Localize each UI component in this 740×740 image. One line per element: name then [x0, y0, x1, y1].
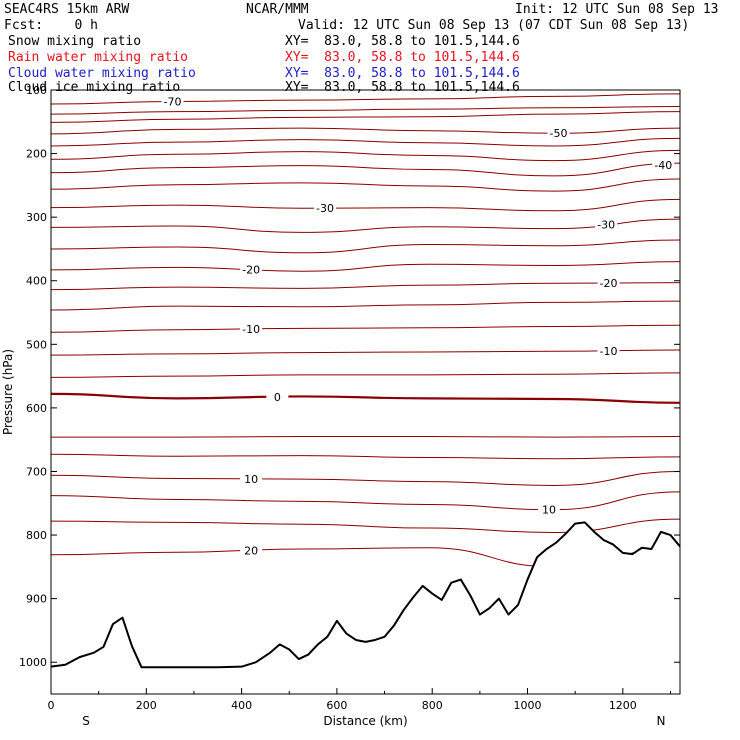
x-tick-label: 1000: [514, 699, 542, 712]
y-tick-label: 600: [26, 402, 47, 415]
center-name: NCAR/MMM: [246, 2, 309, 17]
x-tick-label: 200: [136, 699, 157, 712]
init-time: Init: 12 UTC Sun 08 Sep 13: [515, 2, 719, 17]
field-name-rain: Rain water mixing ratio: [8, 50, 189, 65]
x-tick-label: 0: [48, 699, 55, 712]
field-name-cloud-ice: Cloud ice mixing ratio: [8, 80, 181, 95]
isotherm-line: [50, 349, 681, 356]
isotherm-line: [50, 372, 681, 378]
y-tick-label: 900: [26, 593, 47, 606]
isotherm-label-bg: [597, 344, 620, 357]
isotherm-label: 10: [244, 473, 258, 486]
isotherm-layer: -70 -50 -40 -30 -30 -20 -20 -10 -10 0 10 10 20: [50, 93, 681, 568]
isotherm-label-bg: [266, 390, 289, 403]
isotherm-line: [50, 491, 681, 511]
isotherm-label: 0: [274, 391, 281, 404]
south-end-label: S: [82, 714, 90, 728]
isotherm-label: 10: [542, 503, 556, 516]
x-tick-label: 800: [422, 699, 443, 712]
terrain-line: [50, 521, 681, 669]
isotherm-line: [50, 218, 681, 233]
y-tick-label: 200: [26, 148, 47, 161]
forecast-hour: Fcst: 0 h: [4, 18, 98, 33]
plot-frame: [50, 89, 681, 695]
isotherm-line: [50, 106, 681, 115]
tick-layer: 0 200 400 600 800 1000 12002003004005006007008…: [19, 84, 680, 712]
isotherm-label-bg: [595, 218, 618, 231]
x-axis-label: Distance (km): [323, 714, 407, 728]
isotherm-label: -50: [550, 127, 568, 140]
y-axis-label: Pressure (hPa): [1, 349, 15, 435]
isotherm-line: [50, 127, 681, 135]
isotherm-label-bg: [240, 544, 263, 557]
isotherm-label-bg: [597, 277, 620, 290]
isotherm-line: [50, 261, 681, 272]
terrain-mask: [51, 522, 680, 694]
isotherm-line: [50, 93, 681, 105]
isotherm-label: -10: [242, 323, 260, 336]
isotherm-line: [50, 392, 681, 404]
isotherm-label-bg: [240, 263, 263, 276]
north-end-label: N: [657, 714, 666, 728]
y-tick-label: 400: [26, 275, 47, 288]
isotherm-line: [50, 300, 681, 311]
isotherm-line: [50, 111, 681, 123]
isotherm-line: [50, 162, 681, 177]
isotherm-label: 20: [244, 544, 258, 557]
isotherm-line: [50, 178, 681, 192]
isotherm-label-bg: [652, 158, 675, 171]
field-xy-cloud-ice: XY= 83.0, 58.8 to 101.5,144.6: [285, 80, 520, 95]
isotherm-label: -30: [316, 202, 334, 215]
field-name-cloud-water: Cloud water mixing ratio: [8, 66, 196, 81]
isotherm-label: -40: [654, 159, 672, 172]
isotherm-label: -70: [164, 96, 182, 109]
x-tick-label: 1200: [609, 699, 637, 712]
isotherm-label-bg: [313, 202, 336, 215]
isotherm-label-bg: [161, 95, 184, 108]
valid-time: Valid: 12 UTC Sun 08 Sep 13 (07 CDT Sun …: [298, 18, 690, 33]
isotherm-label-bg: [240, 472, 263, 485]
y-tick-label: 300: [26, 211, 47, 224]
y-tick-label: 800: [26, 529, 47, 542]
isotherm-label-bg: [537, 503, 560, 516]
y-top-tick-label: 100: [26, 84, 47, 97]
x-tick-label: 400: [231, 699, 252, 712]
isotherm-line: [50, 436, 681, 438]
field-xy-snow: XY= 83.0, 58.8 to 101.5,144.6: [285, 34, 520, 49]
isotherm-line: [50, 453, 681, 460]
isotherm-label-bg: [240, 322, 263, 335]
isotherm-label-bg: [547, 127, 570, 140]
isotherm-line: [50, 137, 681, 147]
isotherm-line: [50, 470, 681, 486]
isotherm-line: [50, 149, 681, 162]
isotherm-label: -20: [242, 264, 260, 277]
y-tick-label: 700: [26, 465, 47, 478]
y-tick-label: 1000: [19, 656, 47, 669]
field-name-snow: Snow mixing ratio: [8, 34, 142, 49]
terrain-layer: [50, 521, 681, 694]
isotherm-label: -30: [597, 219, 615, 232]
isotherm-line: [50, 198, 681, 212]
isotherm-line: [50, 239, 681, 254]
isotherm-line: [50, 282, 681, 291]
isotherm-line: [50, 324, 681, 333]
field-xy-rain: XY= 83.0, 58.8 to 101.5,144.6: [285, 50, 520, 65]
y-tick-label: 500: [26, 338, 47, 351]
x-tick-label: 600: [326, 699, 347, 712]
isotherm-label: -20: [600, 277, 618, 290]
isotherm-label: -10: [600, 345, 618, 358]
field-xy-cloud-water: XY= 83.0, 58.8 to 101.5,144.6: [285, 66, 520, 81]
model-title: SEAC4RS 15km ARW: [4, 2, 130, 17]
